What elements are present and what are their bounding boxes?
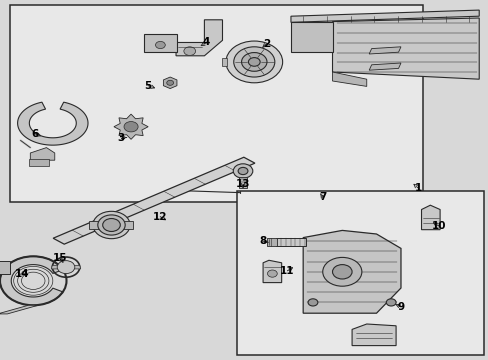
- Circle shape: [155, 41, 165, 49]
- Circle shape: [233, 164, 252, 178]
- Polygon shape: [222, 58, 227, 66]
- Circle shape: [386, 299, 395, 306]
- Circle shape: [307, 299, 317, 306]
- Polygon shape: [114, 114, 148, 139]
- Polygon shape: [144, 34, 177, 52]
- Polygon shape: [267, 238, 277, 246]
- Text: 13: 13: [235, 179, 250, 189]
- Text: 3: 3: [118, 132, 124, 143]
- Polygon shape: [332, 18, 478, 79]
- Circle shape: [98, 215, 125, 235]
- Polygon shape: [0, 256, 63, 305]
- Polygon shape: [176, 20, 222, 56]
- Polygon shape: [368, 47, 400, 54]
- Circle shape: [183, 47, 195, 55]
- Polygon shape: [163, 77, 177, 89]
- Circle shape: [102, 219, 120, 231]
- Polygon shape: [421, 205, 439, 230]
- Bar: [29, 159, 49, 166]
- Text: 7: 7: [318, 192, 326, 202]
- Polygon shape: [263, 260, 281, 283]
- Circle shape: [93, 211, 130, 239]
- Polygon shape: [51, 265, 81, 269]
- Polygon shape: [351, 324, 395, 346]
- Polygon shape: [303, 230, 400, 313]
- Polygon shape: [121, 221, 133, 229]
- Polygon shape: [53, 157, 254, 244]
- Circle shape: [322, 257, 361, 286]
- Polygon shape: [368, 63, 400, 70]
- Text: 2: 2: [263, 39, 269, 49]
- Circle shape: [57, 261, 75, 274]
- Polygon shape: [89, 221, 102, 229]
- Polygon shape: [30, 148, 55, 160]
- Polygon shape: [0, 305, 38, 314]
- Text: 9: 9: [397, 302, 404, 312]
- Text: 5: 5: [144, 81, 151, 91]
- Circle shape: [166, 80, 173, 85]
- Text: 1: 1: [414, 183, 421, 193]
- Circle shape: [225, 41, 282, 83]
- Text: 4: 4: [202, 37, 210, 48]
- Text: 8: 8: [259, 236, 266, 246]
- FancyBboxPatch shape: [237, 191, 483, 355]
- Polygon shape: [0, 261, 10, 274]
- Polygon shape: [290, 22, 332, 52]
- Polygon shape: [276, 238, 305, 246]
- Text: 11: 11: [280, 266, 294, 276]
- Bar: [239, 177, 246, 188]
- Circle shape: [248, 58, 260, 66]
- Circle shape: [233, 47, 274, 77]
- Circle shape: [267, 270, 277, 277]
- Polygon shape: [332, 72, 366, 86]
- Circle shape: [238, 167, 247, 175]
- Circle shape: [241, 53, 266, 71]
- Polygon shape: [18, 102, 88, 145]
- Text: 12: 12: [153, 212, 167, 222]
- Text: 10: 10: [431, 221, 446, 231]
- Text: 14: 14: [15, 269, 29, 279]
- Text: 15: 15: [52, 253, 67, 264]
- Polygon shape: [290, 10, 478, 22]
- Circle shape: [332, 265, 351, 279]
- Text: 6: 6: [32, 129, 39, 139]
- Circle shape: [124, 122, 138, 132]
- FancyBboxPatch shape: [10, 5, 422, 202]
